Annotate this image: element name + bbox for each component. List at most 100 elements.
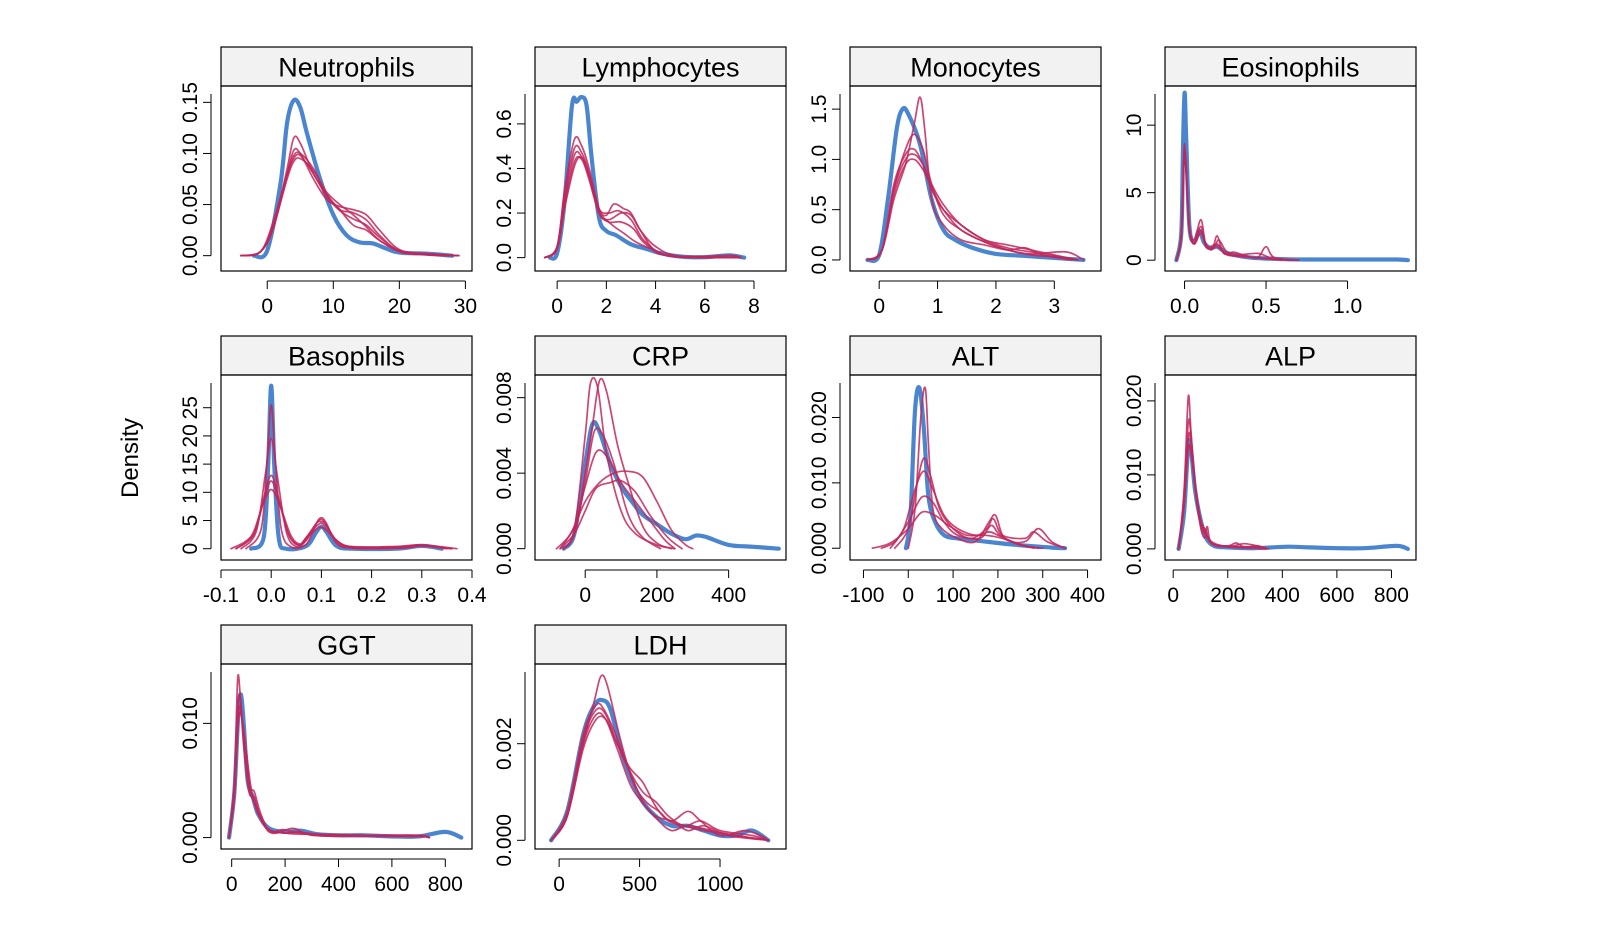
imputed-density-curve-2	[1177, 418, 1270, 550]
observed-density-curve	[1176, 437, 1410, 551]
panel-strip	[1164, 46, 1417, 87]
panel-border	[534, 85, 787, 272]
imputed-density-curve-3	[866, 147, 1079, 261]
imputed-density-curve-2	[550, 702, 770, 842]
x-tick-label: 8	[748, 295, 760, 318]
x-tick-label: 20	[388, 295, 411, 318]
y-axis: 0 5 10	[1123, 94, 1156, 266]
imputed-density-curve-1	[907, 386, 1066, 550]
x-tick-label: 0	[1167, 584, 1179, 607]
panel-alt: ALT -100 0 100 200 300 400 0.000 0.010 0.020	[808, 335, 1105, 607]
imputed-density-curve-5	[866, 158, 1079, 261]
imputed-density-curve-3	[1177, 431, 1267, 550]
y-tick-label: 0.10	[179, 133, 202, 174]
y-tick-label: 5	[1123, 187, 1146, 199]
x-tick-label: 0.1	[307, 584, 336, 607]
panel-border	[220, 374, 473, 561]
y-tick-label: 25	[179, 396, 202, 419]
panel-title: LDH	[633, 631, 687, 661]
x-tick-label: 4	[650, 295, 662, 318]
x-tick-label: 200	[639, 584, 674, 607]
x-tick-label: 0.4	[457, 584, 487, 607]
panel-neutrophils: Neutrophils 0 10 20 30 0.00 0.05 0.10 0.15	[179, 46, 477, 318]
y-tick-label: 0.0	[493, 243, 516, 272]
y-axis: 0.000 0.002	[493, 672, 526, 867]
x-axis: 0 500 1000	[553, 858, 744, 896]
panel-strip	[534, 624, 787, 665]
y-tick-label: 0.000	[808, 522, 831, 575]
panel-crp: CRP 0 200 400 0.000 0.004 0.008	[493, 335, 787, 607]
x-tick-label: 10	[322, 295, 345, 318]
imputed-density-curve-4	[880, 495, 1044, 550]
y-tick-label: 5	[179, 515, 202, 527]
x-tick-label: 800	[1374, 584, 1409, 607]
panel-border	[220, 85, 473, 272]
imputed-density-curve-4	[228, 711, 431, 839]
imputed-density-curve-1	[550, 674, 770, 842]
x-tick-label: 1	[932, 295, 944, 318]
panel-strip	[220, 624, 473, 665]
x-axis: -0.1 0.0 0.1 0.2 0.3 0.4	[203, 569, 487, 607]
y-tick-label: 0.004	[493, 447, 516, 500]
panel-title: CRP	[632, 342, 689, 372]
imputed-density-curve-3	[889, 470, 1035, 550]
x-tick-label: 400	[711, 584, 746, 607]
panel-title: ALP	[1265, 342, 1316, 372]
x-axis: 0 200 400 600 800	[1167, 569, 1409, 607]
imputed-density-curve-5	[559, 449, 676, 550]
x-axis: 0 10 20 30	[261, 280, 477, 318]
y-tick-label: 0.000	[493, 522, 516, 575]
x-tick-label: 400	[1070, 584, 1105, 607]
panel-title: Basophils	[288, 342, 405, 372]
y-tick-label: 0.0	[808, 245, 831, 274]
y-tick-label: 15	[179, 452, 202, 475]
x-tick-label: 30	[454, 295, 477, 318]
panel-lymphocytes: Lymphocytes 0 2 4 6 8 0.0 0.2 0.4 0.6	[493, 46, 787, 318]
panel-strip	[220, 335, 473, 376]
x-axis: 0.0 0.5 1.0	[1170, 280, 1362, 318]
imputed-density-curve-2	[562, 377, 673, 550]
x-axis: 0 200 400 600 800	[226, 858, 463, 896]
imputed-density-curve-4	[543, 155, 741, 259]
x-tick-label: 1.0	[1333, 295, 1362, 318]
y-tick-label: 0.15	[179, 82, 202, 123]
y-tick-label: 1.5	[808, 94, 831, 123]
imputed-density-curve-3	[550, 707, 770, 842]
imputed-density-curve-5	[239, 157, 460, 257]
panel-title: Neutrophils	[278, 53, 415, 83]
observed-density-curve	[1174, 90, 1410, 263]
y-tick-label: 0	[1123, 254, 1146, 266]
panel-title: ALT	[952, 342, 1000, 372]
x-tick-label: 600	[1319, 584, 1354, 607]
x-tick-label: 0	[261, 295, 273, 318]
panel-monocytes: Monocytes 0 1 2 3 0.0 0.5 1.0 1.5	[808, 46, 1102, 318]
observed-density-curve	[547, 94, 747, 261]
y-axis: 0.00 0.05 0.10 0.15	[179, 82, 212, 276]
y-tick-label: 0.010	[179, 697, 202, 750]
observed-density-curve	[226, 692, 464, 840]
imputed-density-curve-6	[559, 479, 683, 550]
y-axis-title: Density	[117, 418, 144, 498]
x-tick-label: 0	[226, 873, 238, 896]
x-tick-label: 0.5	[1251, 295, 1280, 318]
observed-density-curve	[549, 697, 771, 843]
x-tick-label: 3	[1048, 295, 1060, 318]
y-tick-label: 0.010	[808, 457, 831, 510]
y-axis: 0.000 0.010	[179, 672, 212, 864]
y-tick-label: 0.000	[179, 811, 202, 864]
x-tick-label: 0.0	[1170, 295, 1199, 318]
x-tick-label: 800	[428, 873, 463, 896]
y-tick-label: 0.020	[808, 391, 831, 444]
x-tick-label: 300	[1025, 584, 1060, 607]
panel-title: Eosinophils	[1221, 53, 1359, 83]
y-tick-label: 20	[179, 424, 202, 447]
x-tick-label: 0	[551, 295, 563, 318]
panel-alp: ALP 0 200 400 600 800 0.000 0.010 0.020	[1123, 335, 1417, 607]
x-tick-label: 0	[873, 295, 885, 318]
observed-density-curve	[251, 97, 455, 260]
x-tick-label: 200	[268, 873, 303, 896]
x-tick-label: 1000	[697, 873, 744, 896]
y-tick-label: 0.008	[493, 371, 516, 424]
panel-title: Lymphocytes	[581, 53, 739, 83]
y-tick-label: 0.000	[493, 814, 516, 867]
